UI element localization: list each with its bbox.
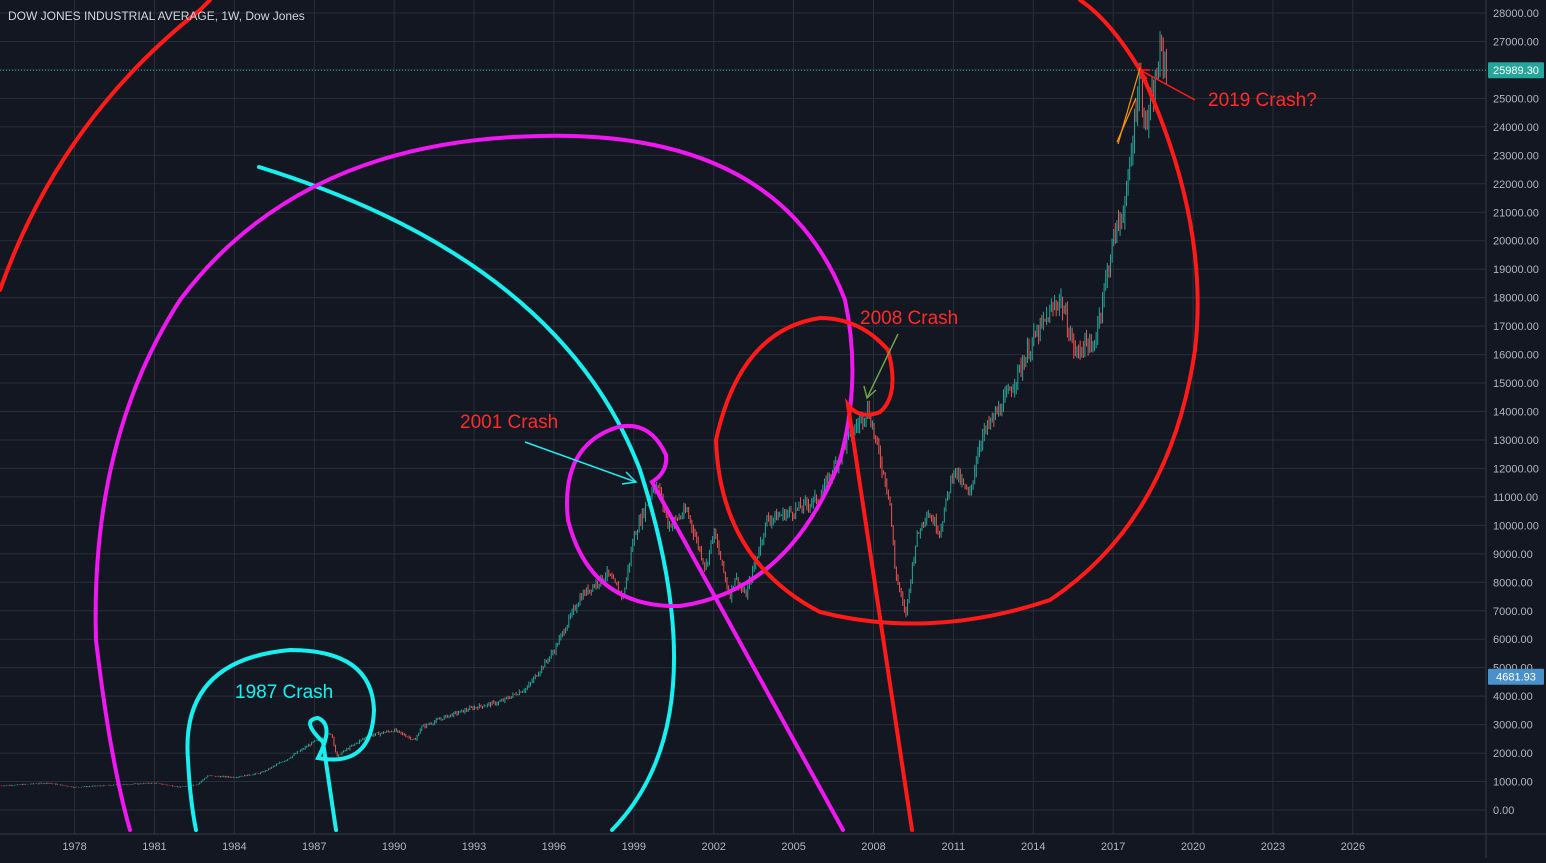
price-tick-label: 13000.00 bbox=[1493, 435, 1539, 447]
label-1987-crash: 1987 Crash bbox=[235, 682, 333, 703]
time-tick-label: 2005 bbox=[781, 841, 805, 853]
arrow-2008 bbox=[866, 333, 899, 399]
time-tick-label: 2017 bbox=[1101, 841, 1125, 853]
price-tick-label: 1000.00 bbox=[1493, 777, 1533, 789]
price-tick-label: 14000.00 bbox=[1493, 407, 1539, 419]
price-tick-label: 19000.00 bbox=[1493, 264, 1539, 276]
red-spiral-outer bbox=[0, 0, 212, 292]
time-tick-label: 1993 bbox=[462, 841, 486, 853]
time-tick-label: 2002 bbox=[701, 841, 725, 853]
price-tick-label: 17000.00 bbox=[1493, 321, 1539, 333]
time-tick-label: 2008 bbox=[861, 841, 885, 853]
marker-price-badge bbox=[1488, 668, 1544, 685]
price-tick-label: 25000.00 bbox=[1493, 93, 1539, 105]
price-tick-label: 2000.00 bbox=[1493, 748, 1533, 760]
price-tick-label: 27000.00 bbox=[1493, 36, 1539, 48]
price-tick-label: 3000.00 bbox=[1493, 720, 1533, 732]
price-tick-label: 20000.00 bbox=[1493, 236, 1539, 248]
price-tick-label: 8000.00 bbox=[1493, 577, 1533, 589]
time-tick-label: 1981 bbox=[142, 841, 166, 853]
price-tick-label: 0.00 bbox=[1493, 805, 1514, 817]
magenta-spiral bbox=[93, 133, 855, 832]
annotation-arrows bbox=[524, 69, 1196, 485]
time-tick-label: 1999 bbox=[622, 841, 646, 853]
arrowhead-2001 bbox=[621, 471, 638, 485]
price-tick-label: 23000.00 bbox=[1493, 150, 1539, 162]
price-tick-label: 6000.00 bbox=[1493, 634, 1533, 646]
label-2019-crash: 2019 Crash? bbox=[1208, 90, 1317, 111]
trend-line bbox=[1117, 67, 1141, 145]
price-axis-labels: 0.001000.002000.003000.004000.005000.006… bbox=[1493, 8, 1539, 817]
grid bbox=[0, 0, 1486, 834]
price-tick-label: 15000.00 bbox=[1493, 378, 1539, 390]
fibonacci-spirals bbox=[0, 0, 1200, 832]
price-tick-label: 9000.00 bbox=[1493, 549, 1533, 561]
cyan-spiral-outer bbox=[257, 165, 676, 832]
price-tick-label: 12000.00 bbox=[1493, 463, 1539, 475]
marker-price-label: 4681.93 bbox=[1496, 672, 1536, 684]
time-tick-label: 2026 bbox=[1341, 841, 1365, 853]
time-tick-label: 1984 bbox=[222, 841, 246, 853]
price-tick-label: 21000.00 bbox=[1493, 207, 1539, 219]
price-tick-label: 11000.00 bbox=[1493, 492, 1538, 504]
time-tick-label: 2014 bbox=[1021, 841, 1045, 853]
current-price-badge bbox=[1488, 62, 1544, 79]
price-tick-label: 18000.00 bbox=[1493, 293, 1539, 305]
red-spiral bbox=[713, 0, 1200, 832]
price-tick-label: 24000.00 bbox=[1493, 122, 1539, 134]
price-tick-label: 28000.00 bbox=[1493, 8, 1539, 20]
arrow-2019 bbox=[1139, 69, 1196, 101]
cyan-spiral bbox=[185, 647, 377, 832]
time-tick-label: 1978 bbox=[62, 841, 86, 853]
price-tick-label: 4000.00 bbox=[1493, 691, 1533, 703]
time-tick-label: 1990 bbox=[382, 841, 406, 853]
chart-title: DOW JONES INDUSTRIAL AVERAGE, 1W, Dow Jo… bbox=[8, 9, 305, 23]
price-tick-label: 16000.00 bbox=[1493, 350, 1539, 362]
price-tick-label: 7000.00 bbox=[1493, 606, 1533, 618]
time-tick-label: 1987 bbox=[302, 841, 326, 853]
label-2001-crash: 2001 Crash bbox=[460, 412, 558, 433]
time-tick-label: 2011 bbox=[942, 841, 966, 853]
price-tick-label: 22000.00 bbox=[1493, 179, 1539, 191]
time-tick-label: 1996 bbox=[542, 841, 566, 853]
price-tick-label: 10000.00 bbox=[1493, 520, 1539, 532]
current-price-label: 25989.30 bbox=[1493, 65, 1539, 77]
time-tick-label: 2023 bbox=[1261, 841, 1285, 853]
arrow-2001 bbox=[524, 441, 637, 483]
time-axis-labels: 1978 1981 1984 1987 1990 1993 1996 1999 2002 2005… bbox=[62, 841, 1365, 853]
label-2008-crash: 2008 Crash bbox=[860, 308, 958, 329]
time-tick-label: 2020 bbox=[1181, 841, 1205, 853]
arrowhead-2008 bbox=[863, 385, 877, 400]
